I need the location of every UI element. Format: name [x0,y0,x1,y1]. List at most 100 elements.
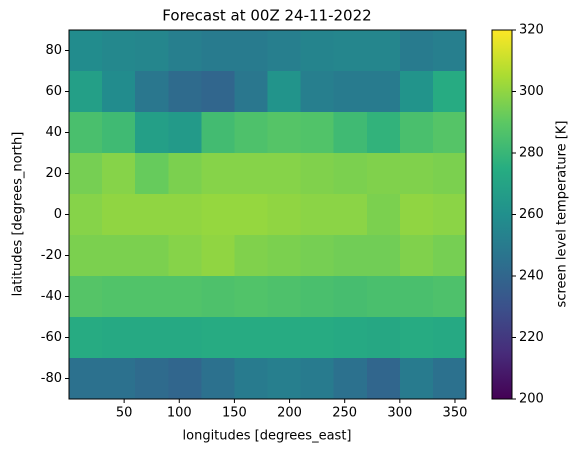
heatmap-cell [234,235,268,277]
heatmap-cell [102,153,136,195]
heatmap-cell [300,317,335,359]
heatmap-cell [366,71,401,113]
heatmap-cell [333,358,368,400]
heatmap-cell [234,317,268,359]
heatmap-cell [168,153,202,195]
x-tick-label: 250 [332,406,357,421]
heatmap-cell [168,358,202,400]
heatmap-cell [366,30,401,72]
heatmap-cell [267,235,302,277]
heatmap-cell [267,276,302,318]
heatmap-cell [201,71,235,113]
x-tick-label: 150 [222,406,247,421]
heatmap-cell [168,71,202,113]
heatmap-cell [399,153,434,195]
x-tick-label: 200 [277,406,302,421]
heatmap-cell [69,153,103,195]
heatmap-cell [234,358,268,400]
heatmap-cell [69,30,103,72]
heatmap-cell [102,194,136,236]
heatmap-cell [69,276,103,318]
heatmap-cell [135,30,169,72]
heatmap-cell [432,358,467,400]
x-axis-label: longitudes [degrees_east] [183,429,352,444]
heatmap-cell [102,235,136,277]
heatmap-cell [234,30,268,72]
colorbar-label: screen level temperature [K] [555,121,570,308]
heatmap-cell [300,153,335,195]
heatmap-cell [102,317,136,359]
heatmap-cell [300,358,335,400]
y-tick-label: -60 [41,330,62,345]
heatmap-cell [102,71,136,113]
heatmap-cell [135,276,169,318]
heatmap-cell [432,194,467,236]
heatmap-cell [168,194,202,236]
heatmap-cell [333,194,368,236]
heatmap-cell [333,276,368,318]
heatmap-cell [366,112,401,154]
heatmap-cell [201,317,235,359]
heatmap-cell [201,235,235,277]
y-tick-label: 60 [45,84,62,99]
heatmap-cell [399,358,434,400]
heatmap-cell [234,153,268,195]
heatmap-cell [300,112,335,154]
heatmap-cell [267,112,302,154]
heatmap-cell [168,30,202,72]
heatmap-cell [168,317,202,359]
heatmap-cell [432,30,467,72]
heatmap-cell [69,358,103,400]
heatmap-cell [333,30,368,72]
heatmap-cell [432,112,467,154]
heatmap-cell [69,194,103,236]
heatmap-cell [366,358,401,400]
colorbar-tick-label: 220 [519,330,544,345]
heatmap-cell [135,153,169,195]
heatmap-cell [399,235,434,277]
heatmap-cell [201,276,235,318]
heatmap-cell [366,153,401,195]
heatmap-cell [300,194,335,236]
heatmap-cell [333,112,368,154]
heatmap-cell [432,153,467,195]
heatmap-cell [201,153,235,195]
heatmap-cell [366,235,401,277]
heatmap-cell [234,71,268,113]
heatmap-cell [366,317,401,359]
heatmap-cell [168,112,202,154]
colorbar-tick-label: 300 [519,84,544,99]
heatmap-cell [333,235,368,277]
heatmap-cell [432,276,467,318]
y-tick-label: 0 [54,207,62,222]
chart-title: Forecast at 00Z 24-11-2022 [162,7,371,25]
heatmap-cell [432,235,467,277]
heatmap-cell [69,71,103,113]
heatmap-cell [234,276,268,318]
x-tick-label: 50 [116,406,133,421]
heatmap-cell [135,235,169,277]
y-tick-label: -20 [41,248,62,263]
y-tick-label: -40 [41,289,62,304]
y-tick-label: 20 [45,166,62,181]
heatmap-cell [399,112,434,154]
y-axis-label: latitudes [degrees_north] [11,132,26,297]
x-tick-label: 100 [167,406,192,421]
heatmap-cell [102,30,136,72]
heatmap-cell [102,358,136,400]
heatmap-cell [201,358,235,400]
heatmap-cell [135,71,169,113]
heatmap-cell [201,112,235,154]
heatmap-cell [300,235,335,277]
heatmap-cell [201,194,235,236]
heatmap-cell [333,71,368,113]
heatmap-cell [432,317,467,359]
heatmap-cell [366,276,401,318]
heatmap-cell [168,235,202,277]
heatmap-cell [69,317,103,359]
heatmap-cell [135,194,169,236]
heatmap-cell [135,112,169,154]
heatmap-cell [300,30,335,72]
heatmap-cell [234,194,268,236]
